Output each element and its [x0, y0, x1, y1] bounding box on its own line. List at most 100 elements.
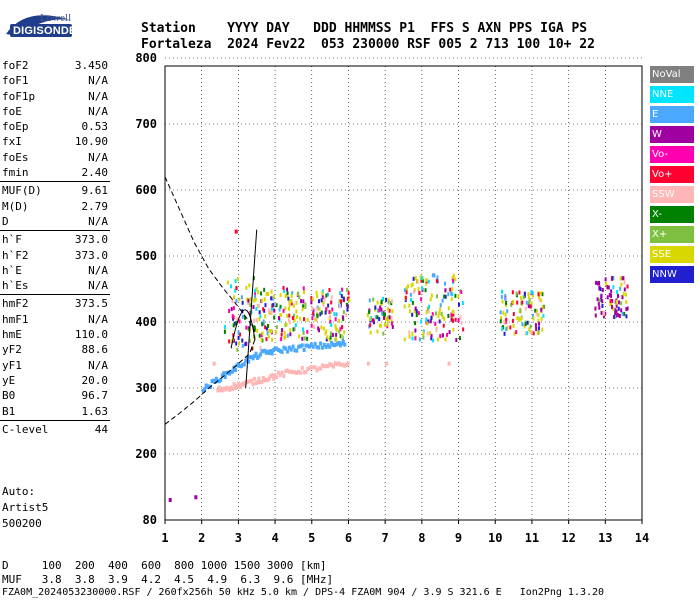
- echo-point: [388, 308, 391, 313]
- echo-point: [289, 328, 292, 333]
- echo-point: [245, 325, 248, 330]
- echo-point: [235, 286, 238, 291]
- echo-point: [605, 282, 608, 287]
- echo-point: [425, 281, 428, 286]
- echo-point: [277, 316, 280, 321]
- isolated-echo-point: [447, 361, 451, 366]
- echo-point: [335, 332, 338, 337]
- echo-point: [285, 322, 288, 327]
- o-trace-point: [223, 375, 227, 380]
- echo-point: [422, 335, 425, 340]
- echo-point: [253, 298, 256, 303]
- echo-point: [444, 294, 447, 299]
- echo-point: [447, 292, 450, 297]
- x-trace-point: [304, 370, 308, 375]
- echo-point: [233, 321, 236, 326]
- echo-point: [304, 302, 307, 307]
- echo-point: [413, 309, 416, 314]
- param-value: 373.5: [74, 297, 108, 311]
- o-trace-point: [254, 351, 258, 356]
- echo-point: [253, 327, 256, 332]
- profile-fit-curve: [230, 309, 256, 349]
- echo-point: [537, 312, 540, 317]
- echo-point: [295, 309, 298, 314]
- param-row: B0 96.7: [0, 388, 110, 403]
- o-trace-point: [297, 344, 301, 349]
- echo-point: [403, 288, 406, 293]
- x-trace-point: [324, 364, 328, 369]
- x-trace-point: [328, 362, 332, 367]
- param-name: foF1p: [2, 89, 36, 103]
- echo-point: [515, 330, 518, 335]
- echo-point: [623, 311, 626, 316]
- x-trace-point: [298, 370, 302, 375]
- echo-point: [303, 290, 306, 295]
- echo-point: [501, 326, 504, 331]
- param-value: 2.79: [81, 199, 109, 213]
- echo-point: [620, 282, 623, 287]
- x-trace-point: [333, 361, 337, 366]
- param-value: N/A: [88, 74, 108, 88]
- param-value: 88.6: [81, 343, 109, 357]
- echo-point: [271, 307, 274, 312]
- echo-point: [455, 338, 458, 343]
- echo-point: [447, 306, 450, 311]
- echo-point: [273, 308, 276, 313]
- echo-point: [282, 285, 285, 290]
- echo-point: [232, 333, 235, 338]
- echo-point: [597, 301, 600, 306]
- echo-point: [598, 285, 601, 290]
- echo-point: [436, 337, 439, 342]
- echo-point: [248, 338, 251, 343]
- param-row: h`Es N/A: [0, 278, 110, 293]
- echo-point: [526, 320, 529, 325]
- echo-point: [512, 312, 515, 317]
- echo-point: [598, 305, 601, 310]
- logo-swoosh-icon: [6, 15, 72, 37]
- echo-point: [333, 312, 336, 317]
- legend-item-vo: Vo-: [650, 146, 694, 163]
- param-row: fxI 10.90: [0, 134, 110, 149]
- y-tick-label: 800: [135, 51, 157, 65]
- echo-point: [452, 312, 455, 317]
- echo-point: [450, 297, 453, 302]
- param-name: MUF(D): [2, 184, 42, 198]
- echo-point: [531, 291, 534, 296]
- x-trace-point: [261, 375, 265, 380]
- o-trace-point: [324, 344, 328, 349]
- param-value: N/A: [88, 104, 108, 118]
- echo-point: [378, 317, 381, 322]
- echo-point: [270, 329, 273, 334]
- echo-point: [320, 310, 323, 315]
- echo-point: [386, 322, 389, 327]
- echo-point: [537, 326, 540, 331]
- echo-point: [262, 319, 265, 324]
- echo-point: [265, 326, 268, 331]
- echo-point: [341, 315, 344, 320]
- o-trace-point: [302, 347, 306, 352]
- echo-point: [240, 295, 243, 300]
- echo-point: [280, 313, 283, 318]
- echo-point: [346, 296, 349, 301]
- echo-point: [532, 331, 535, 336]
- echo-point: [230, 307, 233, 312]
- echo-point: [457, 294, 460, 299]
- param-value: 1.63: [81, 404, 109, 418]
- x-trace-point: [337, 361, 341, 366]
- echo-point: [346, 304, 349, 309]
- echo-point: [290, 301, 293, 306]
- param-name: foEp: [2, 120, 29, 134]
- echo-point: [322, 302, 325, 307]
- echo-point: [258, 310, 261, 315]
- echo-point: [523, 291, 526, 296]
- x-trace-point: [233, 386, 237, 391]
- echo-point: [452, 318, 455, 323]
- echo-point: [460, 290, 463, 295]
- param-row: M(D) 2.79: [0, 199, 110, 214]
- header-line-1: Station YYYY DAY DDD HHMMSS P1 FFS S AXN…: [141, 21, 588, 36]
- echo-point: [384, 316, 387, 321]
- echo-point: [538, 295, 541, 300]
- echo-point: [509, 325, 512, 330]
- echo-point: [601, 303, 604, 308]
- echo-point: [321, 295, 324, 300]
